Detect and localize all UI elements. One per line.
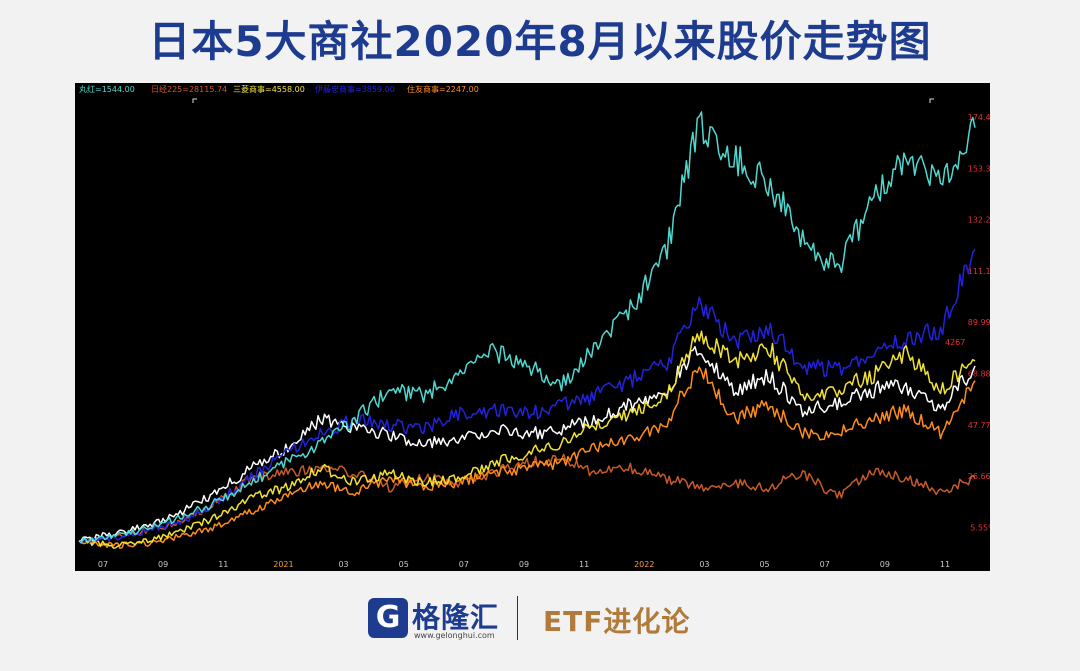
gelonghui-logo-icon: G bbox=[368, 598, 408, 638]
y-tick-label: 89.99% bbox=[968, 318, 990, 327]
stock-chart: 174.4% 153.3% 132.2% 111.1% 89.99% 68.88% 47.7… bbox=[75, 83, 990, 571]
corner-mark bbox=[929, 98, 934, 103]
y-tick-label: 111.1% bbox=[968, 267, 990, 276]
x-tick-label: 03 bbox=[699, 560, 709, 569]
page-title: 日本5大商社2020年8月以来股价走势图 bbox=[148, 17, 932, 66]
legend-item: 丸红=1544.00 bbox=[79, 84, 135, 94]
x-tick-label: 05 bbox=[759, 560, 769, 569]
x-tick-label: 07 bbox=[98, 560, 108, 569]
x-tick-label: 11 bbox=[579, 560, 589, 569]
x-tick-label: 09 bbox=[158, 560, 168, 569]
series-line-伊藤忠商事 bbox=[78, 248, 976, 543]
x-tick-label: 03 bbox=[338, 560, 348, 569]
series-line-三菱商事 bbox=[78, 330, 976, 549]
legend-item: 三菱商事=4558.00 bbox=[233, 84, 305, 94]
x-tick-label: 11 bbox=[218, 560, 228, 569]
legend-item: 住友商事=2247.00 bbox=[407, 84, 479, 94]
y-tick-label: 26.66% bbox=[968, 472, 990, 481]
logo-url: www.gelonghui.com bbox=[414, 631, 495, 640]
y-tick-label: 47.77% bbox=[968, 421, 990, 430]
x-tick-label: 05 bbox=[399, 560, 409, 569]
x-tick-label: 11 bbox=[940, 560, 950, 569]
series-line-index bbox=[78, 346, 976, 542]
series-line-丸红 bbox=[78, 111, 976, 544]
x-tick-label: 09 bbox=[880, 560, 890, 569]
y-tick-label: 68.88% bbox=[968, 369, 990, 378]
x-tick-label: 07 bbox=[820, 560, 830, 569]
etf-brand: ETF进化论 bbox=[543, 605, 691, 638]
x-tick-label: 2022 bbox=[634, 560, 654, 569]
logo-name: 格隆汇 bbox=[412, 601, 500, 634]
x-tick-label: 09 bbox=[519, 560, 529, 569]
y-tick-label: 5.55% bbox=[970, 523, 990, 532]
footer-divider bbox=[517, 596, 518, 640]
y-tick-label: 174.4% bbox=[968, 113, 990, 122]
x-tick-label: 07 bbox=[459, 560, 469, 569]
y-tick-label: 153.3% bbox=[968, 164, 990, 173]
footer: G 格隆汇 www.gelonghui.com ETF进化论 bbox=[0, 592, 1080, 652]
series-line-住友商事 bbox=[78, 366, 976, 549]
x-tick-label: 2021 bbox=[273, 560, 293, 569]
legend-item: 日经225=28115.74 bbox=[151, 84, 227, 94]
chart-annotation: 4267 bbox=[945, 338, 965, 347]
chart-svg: 174.4% 153.3% 132.2% 111.1% 89.99% 68.88% 47.7… bbox=[78, 84, 990, 569]
legend-item: 伊藤忠商事=3859.00 bbox=[315, 84, 395, 94]
y-tick-label: 132.2% bbox=[968, 216, 990, 225]
corner-mark bbox=[192, 98, 197, 103]
